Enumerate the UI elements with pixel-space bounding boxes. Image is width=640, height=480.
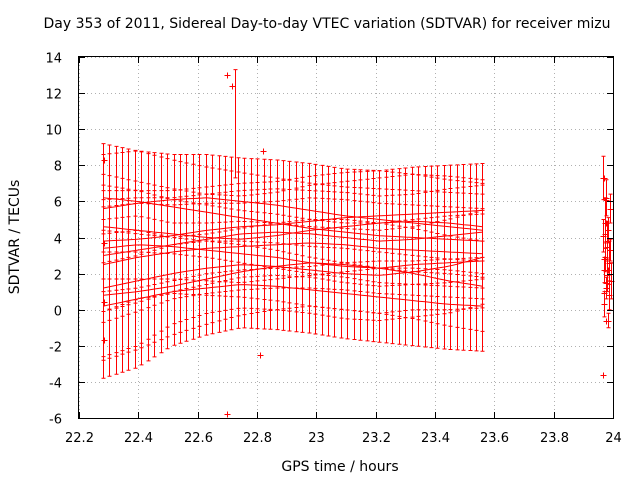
error-bar	[480, 184, 485, 280]
y-tick-label: 12	[45, 88, 62, 103]
data-point	[101, 157, 108, 164]
y-tick-label: -4	[49, 377, 62, 392]
data-point	[257, 352, 264, 359]
data-point	[101, 240, 108, 247]
y-tick-label: -2	[49, 341, 62, 356]
x-tick-label: 22.8	[243, 431, 272, 446]
x-tick-label: 23.8	[540, 431, 569, 446]
x-axis-label: GPS time / hours	[281, 459, 398, 475]
data-point	[101, 299, 108, 306]
axis-ticks: 22.2 22.4 22.6 22.8 23 23.2 23.4 23.6 23.8 24-6-4…	[45, 52, 621, 447]
data-point	[601, 267, 608, 274]
series-line	[103, 242, 483, 266]
y-tick-label: 6	[54, 196, 62, 211]
x-tick-label: 22.6	[184, 431, 213, 446]
series-sat-10	[101, 184, 485, 313]
y-tick-label: 8	[54, 160, 62, 175]
data-point	[607, 206, 614, 213]
y-tick-label: 0	[54, 305, 62, 320]
x-tick-label: 23	[308, 431, 325, 446]
data-point	[600, 175, 607, 182]
error-bar	[233, 69, 238, 179]
y-tick-label: 4	[54, 233, 62, 248]
y-axis-label: SDTVAR / TECUs	[7, 180, 23, 295]
y-tick-label: 14	[45, 52, 62, 67]
series-line	[103, 231, 483, 256]
data-point	[229, 83, 236, 90]
x-tick-label: 24	[605, 431, 622, 446]
data-marks	[101, 69, 615, 418]
data-point	[600, 233, 607, 240]
series-line	[103, 197, 483, 231]
late-points	[600, 155, 615, 329]
data-point	[607, 247, 614, 254]
data-point	[224, 411, 231, 418]
data-point	[260, 148, 267, 155]
y-tick-label: 2	[54, 269, 62, 284]
data-point	[101, 337, 108, 344]
chart-title: Day 353 of 2011, Sidereal Day-to-day VTE…	[44, 16, 611, 32]
data-point	[601, 301, 608, 308]
series-line	[103, 197, 483, 242]
x-tick-label: 23.6	[480, 431, 509, 446]
plot-frame	[78, 56, 614, 419]
x-tick-label: 22.4	[124, 431, 153, 446]
data-point	[606, 292, 613, 299]
y-tick-label: -6	[49, 413, 62, 428]
series-line	[103, 262, 483, 296]
x-tick-label: 22.2	[65, 431, 94, 446]
series-line	[103, 256, 483, 289]
series-line	[103, 244, 483, 269]
data-point	[603, 285, 610, 292]
error-bar	[101, 199, 106, 313]
data-point	[605, 227, 612, 234]
data-point	[605, 318, 612, 325]
data-point	[224, 72, 231, 79]
x-tick-label: 23.2	[362, 431, 391, 446]
data-point	[603, 195, 610, 202]
data-point	[600, 372, 607, 379]
x-tick-label: 23.4	[421, 431, 450, 446]
y-tick-label: 10	[45, 124, 62, 139]
